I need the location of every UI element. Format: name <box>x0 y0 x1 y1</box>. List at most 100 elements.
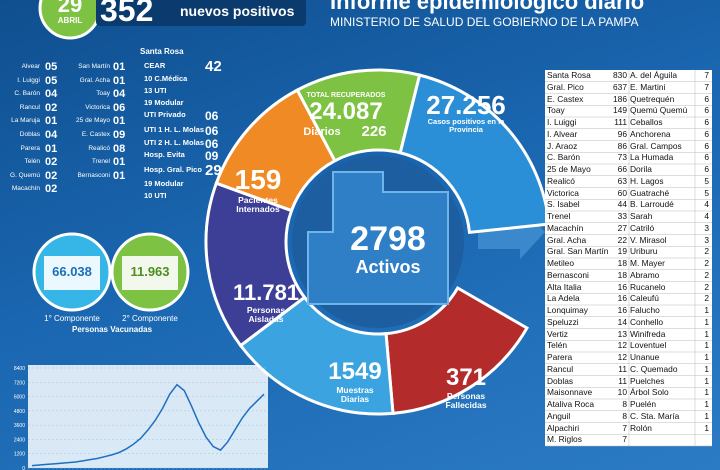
table-name: A. del Águila <box>630 70 678 80</box>
table-value: 11 <box>618 363 627 374</box>
active-value: 2798 <box>350 220 426 258</box>
table-value: 6 <box>704 140 709 151</box>
locality-value: 08 <box>113 142 126 155</box>
locality-value: 04 <box>45 129 58 141</box>
locality-name: Bernasconi <box>77 171 110 179</box>
table-value: 14 <box>617 316 627 327</box>
table-name: Parera <box>547 352 573 362</box>
table-value: 8 <box>622 399 627 409</box>
hospitalized-label: Pacientes Internados <box>236 195 280 214</box>
table-value: 5 <box>704 175 709 186</box>
date-day: 29 <box>57 0 83 17</box>
table-value: 1 <box>704 305 709 315</box>
hospital-name: CEAR <box>144 61 166 70</box>
table-name: Gral. Campos <box>630 140 682 151</box>
table-value: 1 <box>704 399 709 409</box>
locality-value: 01 <box>113 156 126 169</box>
table-value: 16 <box>617 293 627 304</box>
table-value: 1 <box>704 387 709 398</box>
table-value: 27 <box>617 222 627 233</box>
table-name: Rucanelo <box>630 281 666 292</box>
header-band <box>96 0 306 26</box>
table-name: C. Barón <box>547 152 581 163</box>
hospitals-title: Santa Rosa <box>140 47 184 56</box>
hospital-name: UTI 1 H. L. Molas <box>144 125 205 134</box>
active-label: Activos <box>355 257 421 277</box>
locality-value: 02 <box>45 169 58 182</box>
table-value: 6 <box>704 152 709 163</box>
table-name: Bernasconi <box>547 269 589 280</box>
table-name: Alpachiri <box>547 422 580 433</box>
table-name: Maisonnave <box>547 387 593 398</box>
hospital-name: 13 UTI <box>144 86 167 95</box>
table-name: Sarah <box>630 211 653 221</box>
table-name: V. Mirasol <box>630 234 667 245</box>
table-value: 5 <box>704 187 709 198</box>
table-name: Macachín <box>547 222 584 233</box>
locality-value: 02 <box>45 183 58 196</box>
table-name: Puelches <box>630 375 665 386</box>
vaccine-second-label: 2° Componente <box>122 314 178 323</box>
table-name: Árbol Solo <box>630 387 669 398</box>
table-value: 7 <box>622 422 627 433</box>
table-name: H. Lagos <box>630 175 664 186</box>
table-value: 3 <box>704 234 709 245</box>
hospitalized-value: 159 <box>234 164 282 195</box>
table-value: 19 <box>617 246 627 257</box>
table-value: 12 <box>617 340 627 351</box>
locality-value: 01 <box>113 115 126 128</box>
hospital-value: 06 <box>205 109 219 123</box>
recovered-label: TOTAL RECUPERADOS <box>306 92 386 99</box>
locality-name: Macachín <box>11 185 40 193</box>
table-name: I. Luiggi <box>547 117 577 127</box>
locality-value: 02 <box>45 101 58 114</box>
hospital-value: 29 <box>205 162 222 179</box>
table-value: 4 <box>704 199 709 210</box>
table-name: C. Sta. María <box>630 410 680 421</box>
table-name: M. Mayer <box>630 258 665 268</box>
locality-value: 01 <box>45 115 58 128</box>
hospital-name: 19 Modular <box>144 98 184 107</box>
locality-name: La Maruja <box>11 117 40 125</box>
date-month: ABRIL <box>57 16 83 25</box>
hospital-value: 42 <box>205 58 222 75</box>
table-value: 4 <box>704 211 709 221</box>
table-value: 33 <box>617 211 627 221</box>
table-value: 8 <box>622 410 627 421</box>
table-value: 1 <box>704 410 709 421</box>
vaccine-map <box>44 256 100 290</box>
table-value: 60 <box>617 187 627 198</box>
table-name: Guatraché <box>630 187 670 198</box>
table-name: Trenel <box>547 211 571 221</box>
table-value: 186 <box>613 93 627 104</box>
table-name: Abramo <box>630 269 660 280</box>
table-value: 2 <box>704 281 709 292</box>
y-tick-label: 4800 <box>14 409 25 415</box>
vaccine-first-label: 1° Componente <box>44 314 100 323</box>
hospital-name: 19 Modular <box>144 179 184 188</box>
table-name: Metileo <box>547 258 574 268</box>
samples-label: Muestras Diarias <box>336 385 374 404</box>
locality-value: 06 <box>113 101 126 114</box>
table-name: Doblas <box>547 375 574 386</box>
table-name: C. Quemado <box>630 363 678 374</box>
table-value: 637 <box>613 81 627 92</box>
locality-name: Gral. Acha <box>79 76 110 84</box>
locality-value: 02 <box>45 156 58 169</box>
table-name: Conhello <box>630 316 664 327</box>
vaccine-label: Personas Vacunadas <box>71 325 153 334</box>
table-value: 1 <box>704 363 709 374</box>
locality-name: Toay <box>96 90 110 98</box>
table-value: 2 <box>704 258 709 268</box>
locality-value: 01 <box>113 74 126 87</box>
table-name: Caleufú <box>630 293 659 304</box>
locality-name: Doblas <box>19 131 40 138</box>
segment-hospitalized <box>214 88 337 213</box>
table-value: 12 <box>617 352 627 362</box>
y-tick-label: 2400 <box>14 437 25 443</box>
locality-name: C. Barón <box>14 90 40 98</box>
table-name: Telén <box>547 340 568 351</box>
recovered-value: 24.087 <box>309 98 383 125</box>
